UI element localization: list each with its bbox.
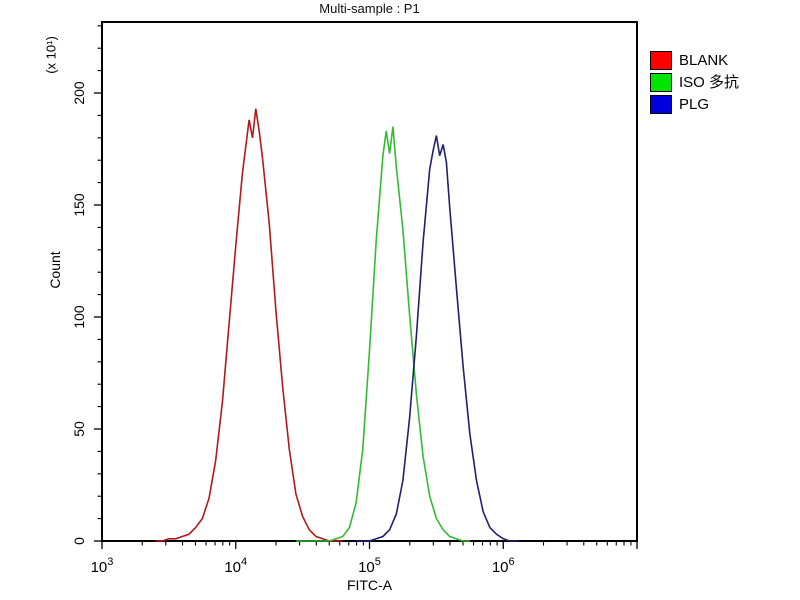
x-tick-label-1e6: 106 (492, 556, 515, 576)
y-tick-labels: 0 50 100 150 200 (71, 81, 87, 545)
x-tick-label-1e4: 104 (224, 556, 247, 576)
x-axis-title: FITC-A (346, 577, 393, 593)
x-tick-label-1e5: 105 (358, 556, 381, 576)
y-tick-label-150: 150 (71, 193, 87, 217)
x-tick-labels: 103 104 105 106 (91, 556, 515, 576)
y-axis-ticks (94, 25, 102, 542)
y-tick-label-50: 50 (71, 421, 87, 437)
y-tick-label-0: 0 (71, 537, 87, 545)
series-0-curve (155, 108, 343, 542)
y-axis-title: Count (47, 251, 63, 289)
legend-label-blank: BLANK (679, 52, 729, 69)
y-tick-label-200: 200 (71, 81, 87, 105)
legend: BLANK ISO 多抗 PLG (650, 51, 739, 117)
y-tick-label-100: 100 (71, 305, 87, 329)
x-axis-ticks (101, 541, 638, 549)
legend-label-plg: PLG (679, 96, 710, 113)
legend-item-plg: PLG (650, 95, 739, 114)
chart-title: Multi-sample : P1 (319, 1, 420, 16)
plot-border (101, 21, 638, 542)
legend-swatch-blue (650, 95, 672, 114)
y-axis-multiplier-label: (x 10¹) (43, 36, 59, 74)
legend-item-iso: ISO 多抗 (650, 73, 739, 92)
legend-label-iso: ISO 多抗 (679, 74, 740, 91)
series-1-curve (295, 126, 470, 542)
legend-swatch-red (650, 51, 672, 70)
legend-swatch-green (650, 73, 672, 92)
legend-item-blank: BLANK (650, 51, 739, 70)
x-tick-label-1e3: 103 (91, 556, 114, 576)
series-2-curve (356, 135, 520, 542)
